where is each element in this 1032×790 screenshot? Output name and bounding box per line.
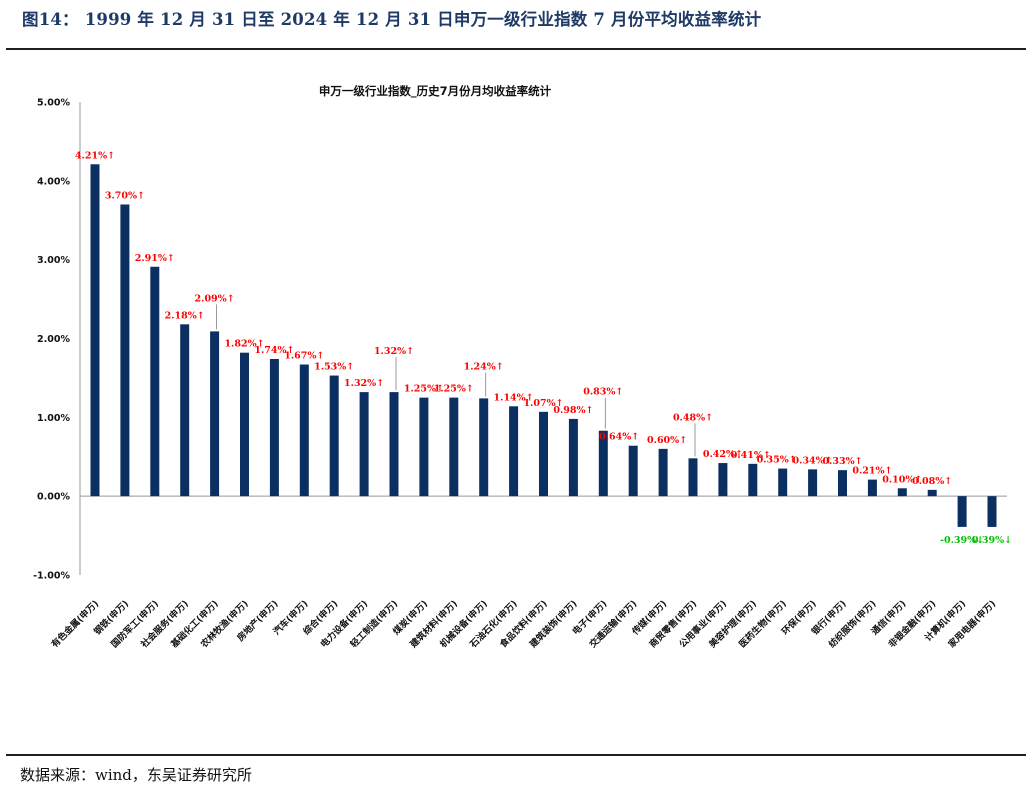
data-label: 2.91%↑ — [135, 253, 175, 264]
bar — [419, 397, 429, 497]
data-label: 3.70%↑ — [105, 190, 145, 201]
data-label: 0.83%↑ — [583, 387, 623, 398]
data-label: 1.25%↑ — [434, 384, 474, 395]
data-label: 0.21%↑ — [852, 466, 892, 477]
bar — [628, 445, 638, 497]
bar — [509, 406, 519, 497]
bar-chart: 申万一级行业指数_历史7月份月均收益率统计 -1.00% 0.00% 1.00% 2.… — [33, 84, 1012, 651]
bar — [269, 358, 279, 497]
bar — [90, 164, 100, 497]
bar — [299, 364, 309, 497]
data-label: 1.74%↑ — [254, 345, 294, 356]
data-label: 1.53%↑ — [314, 362, 354, 373]
data-label: 1.67%↑ — [284, 351, 324, 362]
data-label: 0.41%↑ — [731, 450, 771, 461]
data-label: 1.25%↑ — [404, 384, 444, 395]
bar — [210, 331, 220, 497]
label-leaders — [216, 304, 696, 457]
bar — [718, 463, 728, 497]
bar — [120, 204, 130, 497]
data-label: 0.34%↑ — [793, 455, 833, 466]
y-tick-label: 4.00% — [37, 176, 70, 187]
bar — [389, 392, 399, 497]
bar — [449, 397, 459, 497]
data-label: 0.35%↑ — [757, 455, 797, 466]
bar — [539, 411, 548, 497]
source-note: 数据来源：wind，东吴证券研究所 — [20, 766, 252, 784]
chart-title: 申万一级行业指数_历史7月份月均收益率统计 — [319, 84, 552, 99]
bar — [688, 458, 698, 497]
bar — [897, 488, 907, 497]
data-label: 0.48%↑ — [673, 412, 713, 423]
bar — [658, 448, 668, 497]
y-tick-label: -1.00% — [33, 571, 70, 582]
top-rule — [6, 48, 1026, 50]
data-label: 4.21%↑ — [75, 150, 115, 161]
data-label: 0.10%↑ — [882, 474, 922, 485]
bar — [150, 266, 160, 497]
bar — [479, 398, 489, 497]
y-tick-label: 5.00% — [37, 98, 70, 109]
data-label: 0.42%↑ — [703, 449, 743, 460]
x-tick-label: 有色金属(申万) — [49, 598, 101, 650]
data-label: 0.64%↑ — [599, 432, 639, 443]
data-label: 0.60%↑ — [647, 435, 687, 446]
bar — [927, 489, 937, 497]
bar — [180, 324, 190, 497]
bar — [568, 418, 578, 497]
data-label: -0.39%↓ — [940, 535, 984, 546]
bar — [838, 470, 847, 497]
bar — [867, 479, 877, 497]
bar — [240, 352, 249, 497]
y-tick-label: 0.00% — [37, 492, 70, 503]
data-label: 1.24%↑ — [464, 361, 504, 372]
data-label: 1.32%↑ — [374, 346, 414, 357]
x-axis-labels: 有色金属(申万)钢铁(申万)国防军工(申万)社会服务(申万)基础化工(申万)农林… — [49, 598, 998, 651]
data-label: 0.08%↑ — [912, 476, 952, 487]
bar — [748, 463, 758, 497]
data-label: 2.18%↑ — [165, 310, 205, 321]
data-label: 1.82%↑ — [224, 339, 264, 350]
bottom-rule — [6, 754, 1026, 756]
y-tick-label: 2.00% — [37, 334, 70, 345]
bars — [90, 164, 997, 527]
y-tick-label: 1.00% — [37, 413, 70, 424]
data-label: 2.09%↑ — [195, 293, 235, 304]
data-labels: 4.21%↑ 3.70%↑ 2.91%↑ 2.18%↑ 2.09%↑ 1.82%↑1.74… — [75, 150, 1012, 546]
bar — [598, 430, 608, 497]
figure-title: 图14： 1999 年 12 月 31 日至 2024 年 12 月 31 日申… — [22, 10, 762, 29]
data-label: 0.33%↑ — [822, 456, 862, 467]
y-axis: -1.00% 0.00% 1.00% 2.00% 3.00% 4.00% 5.00% — [33, 98, 1007, 582]
bar — [778, 468, 788, 497]
data-label: 0.98%↑ — [553, 405, 593, 416]
bar — [808, 469, 818, 497]
bar — [957, 496, 967, 527]
bar — [359, 392, 369, 497]
data-label: 1.32%↑ — [344, 378, 384, 389]
bar — [329, 375, 339, 497]
y-tick-label: 3.00% — [37, 255, 70, 266]
data-label: 1.07%↑ — [523, 398, 563, 409]
data-label: 1.14%↑ — [494, 392, 534, 403]
data-label: 0.39%↓ — [972, 535, 1012, 546]
bar — [987, 496, 997, 527]
